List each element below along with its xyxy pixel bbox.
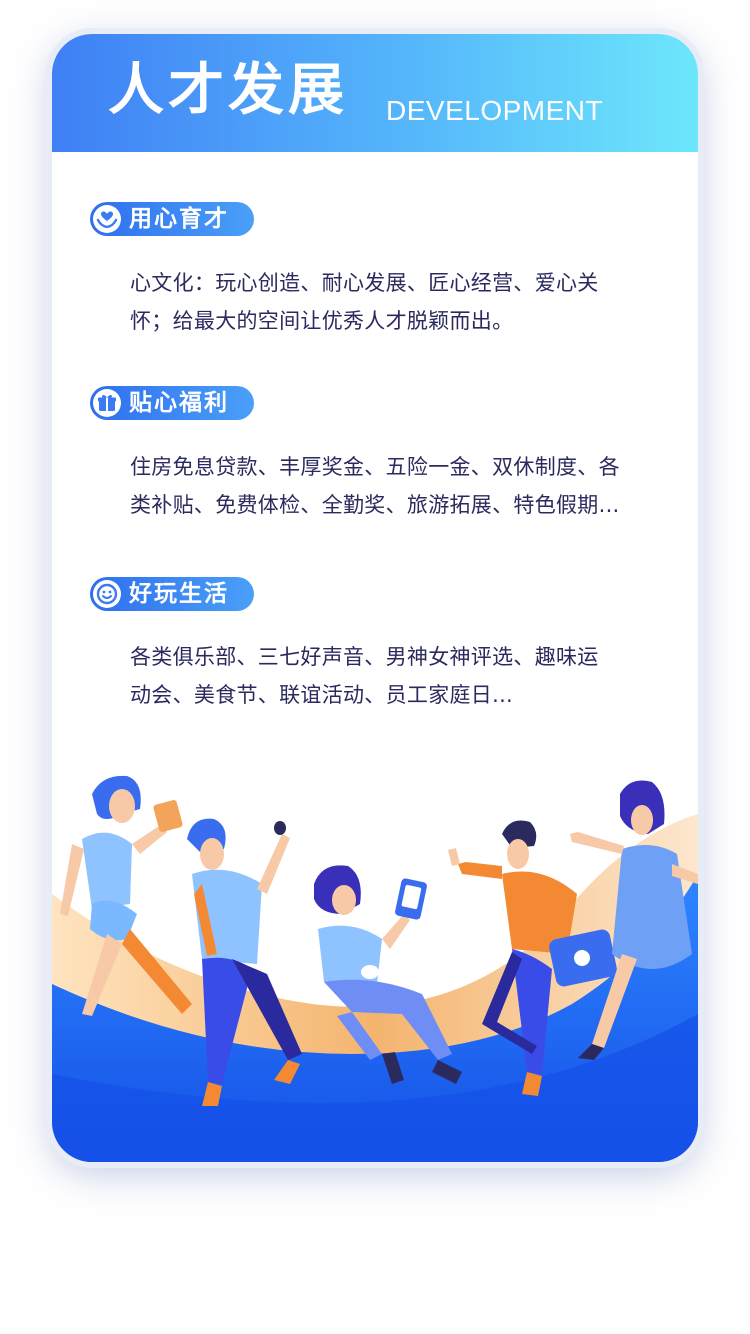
page-title: 人才发展 bbox=[108, 58, 348, 123]
section-text-life: 各类俱乐部、三七好声音、男神女神评选、趣味运 动会、美食节、联谊活动、员工家庭日… bbox=[130, 638, 640, 714]
section-title: 贴心福利 bbox=[129, 390, 229, 416]
section-badge-talent: 用心育才 bbox=[90, 202, 254, 236]
section-title: 好玩生活 bbox=[129, 581, 229, 607]
team-celebration-illustration bbox=[52, 775, 698, 1162]
person-girl-tablet bbox=[314, 865, 462, 1084]
text-line: 住房免息贷款、丰厚奖金、五险一金、双休制度、各 bbox=[130, 455, 620, 479]
heart-hand-icon bbox=[93, 205, 121, 233]
section-badge-welfare: 贴心福利 bbox=[90, 386, 254, 420]
section-text-talent: 心文化：玩心创造、耐心发展、匠心经营、爱心关 怀；给最大的空间让优秀人才脱颖而出… bbox=[130, 264, 640, 340]
gift-icon bbox=[93, 389, 121, 417]
page-subtitle: DEVELOPMENT bbox=[386, 95, 604, 126]
section-text-welfare: 住房免息贷款、丰厚奖金、五险一金、双休制度、各 类补贴、免费体检、全勤奖、旅游拓… bbox=[130, 448, 640, 524]
text-line: 怀；给最大的空间让优秀人才脱颖而出。 bbox=[130, 309, 514, 333]
person-boy-microphone bbox=[187, 818, 302, 1106]
card-header: 人才发展 DEVELOPMENT bbox=[52, 34, 698, 152]
text-line: 动会、美食节、联谊活动、员工家庭日... bbox=[130, 683, 514, 707]
section-title: 用心育才 bbox=[129, 206, 229, 232]
text-line: 类补贴、免费体检、全勤奖、旅游拓展、特色假期... bbox=[130, 493, 620, 517]
development-card: 人才发展 DEVELOPMENT 用心育才 心文化：玩心创造、耐心发展、匠心经营… bbox=[52, 34, 698, 1162]
text-line: 各类俱乐部、三七好声音、男神女神评选、趣味运 bbox=[130, 645, 599, 669]
section-badge-life: 好玩生活 bbox=[90, 577, 254, 611]
smile-icon bbox=[93, 580, 121, 608]
person-girl-right bbox=[570, 780, 698, 1060]
text-line: 心文化：玩心创造、耐心发展、匠心经营、爱心关 bbox=[130, 271, 599, 295]
person-boy-laptop bbox=[448, 820, 617, 1096]
person-girl-left bbox=[60, 775, 192, 1016]
